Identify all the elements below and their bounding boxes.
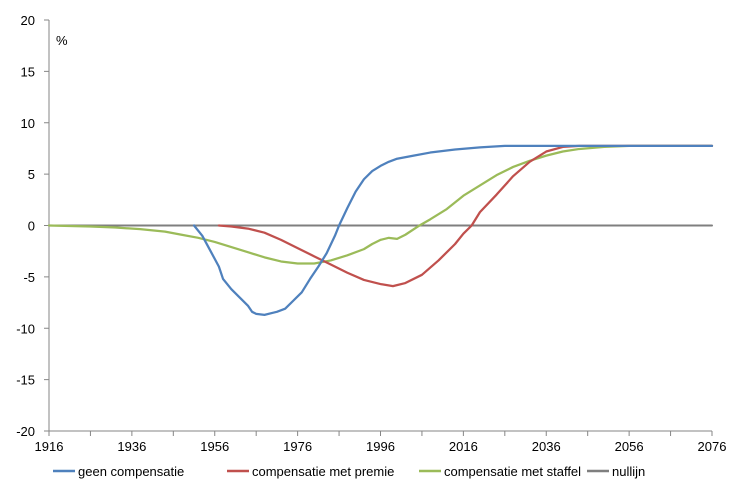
y-tick-label: 10 xyxy=(21,116,35,131)
x-tick-label: 2016 xyxy=(449,439,478,454)
y-tick-label: 20 xyxy=(21,13,35,28)
x-tick-label: 1936 xyxy=(117,439,146,454)
series-line-compensatie-met-premie xyxy=(217,144,714,288)
legend-label: compensatie met premie xyxy=(252,464,394,479)
x-tick-label: 1956 xyxy=(200,439,229,454)
y-tick-label: -20 xyxy=(16,424,35,439)
legend: geen compensatie compensatie met premie co… xyxy=(53,464,645,479)
series-line-compensatie-met-staffel xyxy=(47,144,714,265)
series-line-geen-compensatie xyxy=(192,144,714,317)
y-tick-label: -10 xyxy=(16,321,35,336)
y-tick-label: -5 xyxy=(23,270,35,285)
legend-label: geen compensatie xyxy=(78,464,184,479)
x-tick-label: 2076 xyxy=(698,439,727,454)
legend-label: compensatie met staffel xyxy=(444,464,581,479)
x-tick-label: 2036 xyxy=(532,439,561,454)
x-tick-label: 1976 xyxy=(283,439,312,454)
y-tick-label: -15 xyxy=(16,373,35,388)
y-tick-label: 15 xyxy=(21,64,35,79)
series-lines xyxy=(47,144,714,317)
x-tick-label: 1916 xyxy=(35,439,64,454)
x-tick-label: 2056 xyxy=(615,439,644,454)
y-unit-label: % xyxy=(56,33,68,48)
y-tick-label: 5 xyxy=(28,167,35,182)
y-tick-label: 0 xyxy=(28,219,35,234)
legend-label: nullijn xyxy=(612,464,645,479)
x-tick-label: 1996 xyxy=(366,439,395,454)
